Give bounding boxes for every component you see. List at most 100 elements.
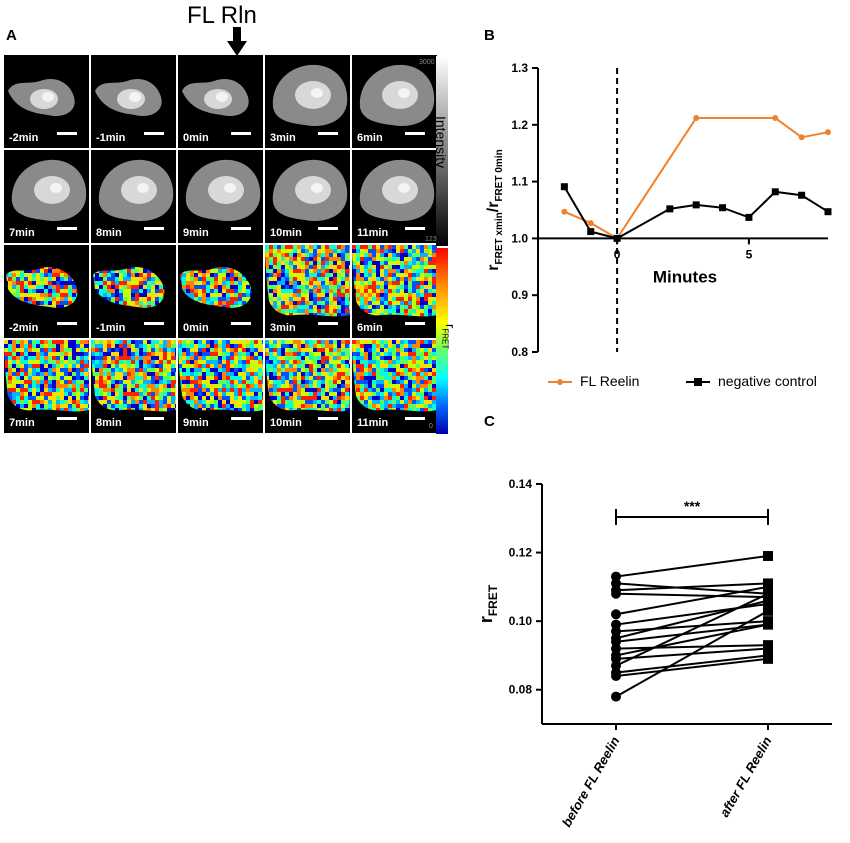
data-point (771, 188, 779, 196)
intensity-colorbar-min: 123 (425, 236, 437, 243)
intensity-tile: 6min (352, 55, 437, 148)
data-point (692, 201, 700, 209)
cell-image (359, 159, 435, 222)
data-point (561, 208, 568, 215)
tile-image (272, 64, 348, 127)
before-point (611, 671, 621, 681)
data-point (693, 114, 700, 121)
x-category-label: after FL Reelin (717, 734, 775, 820)
pair-line (615, 620, 769, 633)
time-label: 10min (270, 227, 302, 239)
scale-bar (144, 227, 164, 230)
fret-tile: 9min (178, 340, 263, 433)
stimulus-arrow-icon (227, 27, 247, 56)
data-point (719, 204, 727, 212)
y-tick-label: 0.8 (511, 345, 528, 359)
after-point (763, 643, 773, 654)
time-label: 0min (183, 322, 209, 334)
scale-bar (405, 417, 425, 420)
chart-b: 0.8 0.9 1.0 1.1 1.2 1.3 0 5 Minutes rFRET xmin/rF… (485, 61, 832, 359)
before-point (611, 643, 621, 654)
pair-line (615, 654, 769, 674)
tile-image (11, 159, 87, 222)
data-point (666, 205, 674, 213)
tile-image (359, 64, 435, 127)
scale-bar (57, 417, 77, 420)
cell-image (352, 340, 437, 412)
pair-line (615, 592, 769, 667)
fret-tile: 6min (352, 245, 437, 338)
series-line-1 (563, 186, 829, 240)
scale-bar (231, 417, 251, 420)
fret-tile: 10min (265, 340, 350, 433)
tile-image (93, 266, 165, 308)
pair-line (615, 555, 769, 578)
legend-negative-control-label: negative control (718, 373, 817, 389)
before-point (611, 619, 621, 630)
fret-tile: 8min (91, 340, 176, 433)
legend-fl-reelin-swatch (548, 379, 572, 385)
time-label: 7min (9, 417, 35, 429)
before-point (611, 609, 621, 620)
intensity-tile: 10min (265, 150, 350, 243)
fret-tile: 11min (352, 340, 437, 433)
scale-bar (405, 322, 425, 325)
pair-line (615, 623, 769, 657)
scale-bar (144, 132, 164, 135)
before-point (611, 571, 621, 582)
intensity-colorbar (436, 56, 448, 246)
fret-colorbar-label-sub: FRET (440, 328, 450, 350)
data-point (587, 220, 594, 227)
cell-image (4, 340, 89, 412)
tile-image (265, 245, 350, 317)
scale-bar (231, 132, 251, 135)
scale-bar (144, 417, 164, 420)
scale-bar (57, 322, 77, 325)
y-tick-label: 0.10 (509, 614, 533, 628)
after-point (763, 551, 773, 561)
data-point (745, 213, 753, 221)
cell-image (272, 159, 348, 222)
tile-image (6, 266, 78, 308)
pair-line (615, 585, 769, 616)
fret-tile: -1min (91, 245, 176, 338)
data-point (825, 129, 831, 136)
before-point (611, 588, 621, 599)
time-label: 3min (270, 322, 296, 334)
x-axis-label: Minutes (653, 267, 717, 286)
panel-a-letter: A (6, 27, 17, 44)
cell-image (185, 159, 261, 222)
panel-c-letter: C (484, 413, 495, 430)
y-tick-label: 1.3 (511, 61, 528, 75)
intensity-tile: 0min (178, 55, 263, 148)
cell-image (95, 78, 162, 117)
time-label: -2min (9, 322, 39, 334)
time-label: -2min (9, 132, 39, 144)
tile-image (180, 266, 252, 308)
data-point (560, 183, 568, 191)
time-label: 8min (96, 417, 122, 429)
intensity-tile: 9min (178, 150, 263, 243)
time-label: 3min (270, 132, 296, 144)
intensity-tile: 8min (91, 150, 176, 243)
scale-bar (318, 417, 338, 420)
cell-image (352, 245, 437, 317)
before-point (611, 626, 621, 637)
tile-image (182, 78, 249, 117)
intensity-tile: -2min (4, 55, 89, 148)
intensity-tile: 7min (4, 150, 89, 243)
before-point (611, 578, 621, 589)
tile-image (98, 159, 174, 222)
panel-b-letter: B (484, 27, 495, 44)
tile-image (359, 159, 435, 222)
scale-bar (405, 132, 425, 135)
intensity-colorbar-max: 3000 (419, 59, 435, 66)
pair-line (615, 609, 769, 698)
data-point (587, 228, 595, 236)
y-tick-label: 1.0 (511, 231, 528, 245)
pair-line (615, 644, 769, 650)
cell-image (182, 78, 249, 117)
time-label: 9min (183, 417, 209, 429)
scale-bar (231, 322, 251, 325)
x-category-label: before FL Reelin (559, 734, 623, 830)
